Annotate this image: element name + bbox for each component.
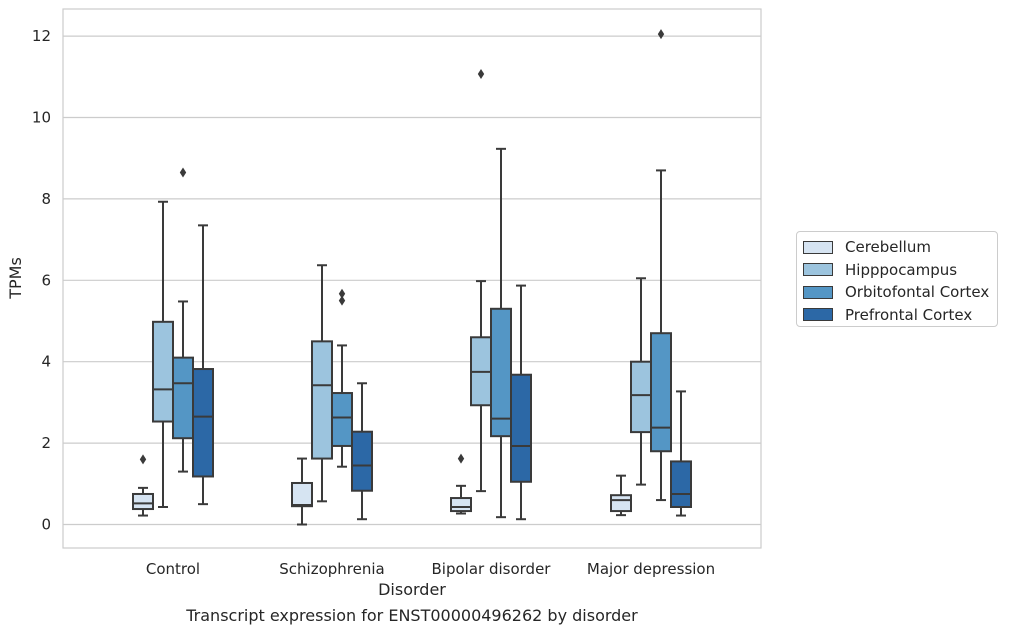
box-2-2 (490, 147, 512, 519)
legend-item: Orbitofontal Cortex (803, 281, 997, 304)
box-0-3 (610, 474, 632, 517)
outlier-marker (657, 29, 665, 40)
y-tick-label: 0 (41, 516, 51, 534)
box-0-1 (291, 457, 313, 526)
legend-label: Orbitofontal Cortex (845, 283, 990, 302)
legend-item: Prefrontal Cortex (803, 304, 997, 327)
legend-item: Cerebellum (803, 236, 997, 259)
box-body (490, 307, 512, 438)
box-body (311, 340, 333, 460)
legend-label: Cerebellum (845, 238, 931, 257)
box-2-1 (331, 288, 353, 468)
outlier-marker (179, 167, 187, 178)
figure-caption: Transcript expression for ENST0000049626… (186, 606, 638, 625)
y-tick-label: 6 (41, 271, 51, 289)
box-layer (132, 29, 692, 526)
x-tick-label: Bipolar disorder (432, 560, 552, 578)
box-body (670, 460, 692, 508)
outlier-marker (477, 68, 485, 79)
outlier-marker (139, 454, 147, 465)
x-tick-labels: Control Schizophrenia Bipolar disorder Majo… (146, 560, 715, 578)
y-tick-label: 10 (32, 109, 51, 127)
legend-swatch (803, 263, 833, 277)
x-tick-label: Schizophrenia (279, 560, 384, 578)
plot-frame (62, 8, 762, 549)
outlier-marker (457, 453, 465, 464)
box-body (152, 320, 174, 423)
box-0-0 (132, 454, 154, 517)
box-3-1 (351, 382, 373, 521)
box-body (610, 494, 632, 513)
x-axis-label: Disorder (378, 580, 446, 599)
y-tick-label: 2 (41, 434, 51, 452)
y-tick-label: 4 (41, 353, 51, 371)
box-body (291, 481, 313, 508)
x-tick-label: Major depression (587, 560, 715, 578)
x-tick-label: Control (146, 560, 200, 578)
box-body (450, 497, 472, 513)
y-tick-label: 12 (32, 27, 51, 45)
y-tick-labels: 0 2 4 6 8 10 12 (32, 27, 51, 533)
legend-swatch (803, 285, 833, 299)
legend: Cerebellum Hipppocampus Orbitofontal Corte… (796, 231, 998, 327)
legend-item: Hipppocampus (803, 259, 997, 282)
box-1-0 (152, 200, 174, 508)
box-body (650, 332, 672, 453)
box-body (132, 492, 154, 511)
box-body (192, 368, 214, 478)
box-2-0 (172, 167, 194, 473)
legend-swatch (803, 240, 833, 254)
box-2-3 (650, 29, 672, 502)
box-body (331, 392, 353, 447)
box-1-1 (311, 264, 333, 503)
box-0-2 (450, 453, 472, 515)
box-1-3 (630, 277, 652, 486)
box-3-3 (670, 390, 692, 517)
y-axis-label: TPMs (6, 257, 25, 300)
legend-label: Hipppocampus (845, 260, 958, 279)
y-tick-label: 8 (41, 190, 51, 208)
outlier-marker (338, 295, 346, 306)
box-body (630, 360, 652, 434)
outlier-marker (338, 288, 346, 299)
legend-label: Prefrontal Cortex (845, 305, 973, 324)
box-body (351, 430, 373, 492)
box-body (172, 356, 194, 440)
legend-swatch (803, 308, 833, 322)
box-3-2 (510, 284, 532, 521)
box-body (510, 373, 532, 483)
box-3-0 (192, 224, 214, 506)
